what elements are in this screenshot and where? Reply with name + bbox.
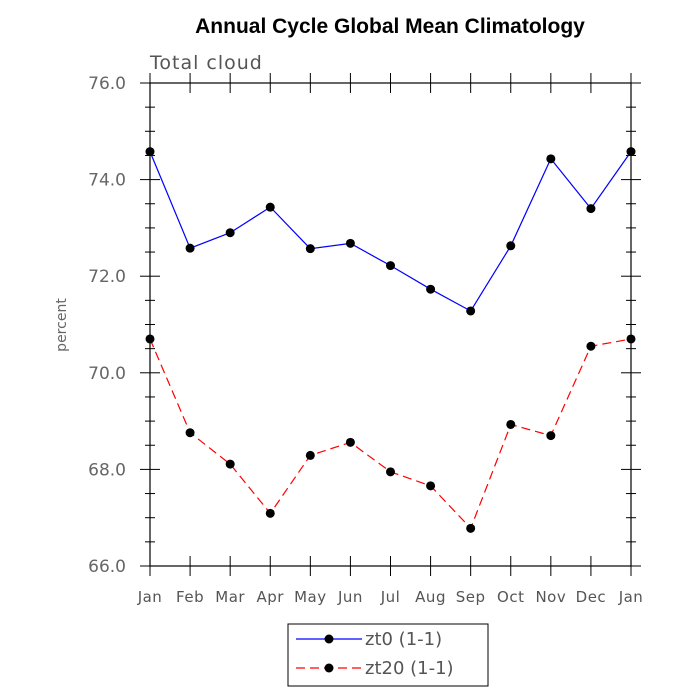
data-point-zt0 [145,147,155,157]
data-point-zt0 [185,243,195,253]
data-point-zt20 [426,481,436,491]
x-tick-label: Nov [535,588,566,606]
data-point-zt0 [506,241,516,251]
x-tick-label: Jan [618,588,644,606]
series-layer [145,147,636,533]
x-tick-label: Aug [415,588,446,606]
series-line-zt20 [149,338,632,530]
legend-label-zt20: zt20 (1-1) [365,658,454,679]
data-point-zt20 [185,428,195,438]
x-tick-label: Apr [257,588,285,606]
data-point-zt20 [506,419,516,429]
x-tick-label: Dec [576,588,607,606]
y-tick-label: 70.0 [88,364,126,384]
chart-title: Annual Cycle Global Mean Climatology [195,15,585,38]
y-tick-label: 74.0 [88,171,126,191]
data-point-zt0 [586,204,596,214]
axis-ticks [140,73,641,576]
chart-subtitle: Total cloud [149,52,263,74]
data-point-zt20 [626,334,636,344]
plot-frame [149,82,632,567]
data-point-zt0 [386,261,395,271]
y-tick-label: 76.0 [88,74,126,94]
x-tick-labels: Jan Feb Mar Apr May Jun Jul Aug Sep Oct Nov Dec Jan [137,588,644,606]
data-point-zt20 [546,431,556,441]
legend-box [287,623,489,687]
data-point-zt20 [345,437,355,447]
x-tick-label: Jul [380,588,401,606]
legend-label-zt0: zt0 (1-1) [365,629,442,650]
data-point-zt0 [546,154,556,164]
y-tick-label: 68.0 [88,460,126,480]
series-line-zt0 [149,151,632,312]
x-tick-label: Jun [337,588,363,606]
x-tick-label: May [294,588,327,606]
x-tick-label: Oct [497,588,524,606]
data-point-zt0 [345,238,355,248]
y-tick-labels: 66.0 68.0 70.0 72.0 74.0 76.0 [88,74,126,577]
data-point-zt20 [225,459,235,469]
x-tick-label: Mar [215,588,245,606]
x-tick-label: Feb [176,588,204,606]
data-point-zt20 [386,467,395,477]
data-point-zt20 [466,523,476,533]
x-tick-label: Sep [456,588,486,606]
x-tick-label: Jan [137,588,163,606]
y-tick-label: 66.0 [88,557,126,577]
data-point-zt20 [145,334,155,344]
legend-marker-zt0 [324,634,334,644]
data-point-zt0 [305,244,315,254]
data-point-zt20 [586,341,596,351]
y-tick-label: 72.0 [88,267,126,287]
y-axis-label: percent [54,298,70,352]
data-point-zt20 [265,508,275,518]
legend-marker-zt20 [324,663,334,673]
data-point-zt20 [305,450,315,460]
legend: zt0 (1-1) zt20 (1-1) [287,623,489,687]
data-point-zt0 [626,147,636,157]
data-point-zt0 [426,284,436,294]
data-point-zt0 [265,202,275,212]
data-point-zt0 [466,306,476,316]
data-point-zt0 [225,228,235,238]
